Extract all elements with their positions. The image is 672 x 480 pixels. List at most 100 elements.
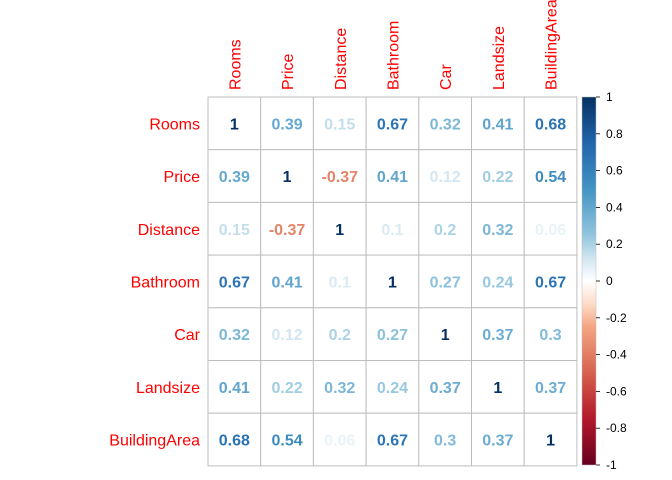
cell-distance-bathroom bbox=[365, 201, 420, 256]
matrix-values: 1 0.39 0.15 0.67 0.32 0.41 0.68 0.39 1 -0.37 0.41 0… bbox=[219, 116, 566, 449]
colorbar-gradient bbox=[581, 96, 597, 466]
value-landsize-distance: 0.32 bbox=[324, 380, 355, 397]
value-buildingarea-distance: 0.06 bbox=[324, 433, 355, 450]
cell-rooms-rooms bbox=[207, 96, 262, 151]
colorbar-tick-label: 0.2 bbox=[606, 237, 623, 251]
column-labels: Rooms Price Distance Bathroom Car Landsize Bui… bbox=[227, 0, 560, 90]
value-buildingarea-rooms: 0.68 bbox=[219, 433, 250, 450]
cell-price-car bbox=[418, 149, 472, 203]
value-price-bathroom: 0.41 bbox=[377, 169, 408, 186]
value-rooms-buildingarea: 0.68 bbox=[535, 116, 566, 133]
value-distance-car: 0.2 bbox=[434, 222, 456, 239]
value-distance-buildingarea: 0.06 bbox=[535, 222, 566, 239]
colorbar-tick-label: -0.6 bbox=[606, 384, 627, 398]
value-car-price: 0.12 bbox=[271, 327, 302, 344]
cell-bathroom-rooms bbox=[207, 254, 262, 309]
colorbar-tick-label: 1 bbox=[606, 90, 613, 104]
value-rooms-rooms: 1 bbox=[230, 116, 239, 133]
colorbar-tick-label: 0.6 bbox=[606, 164, 623, 178]
column-label-rooms: Rooms bbox=[227, 39, 244, 90]
cell-rooms-price bbox=[260, 96, 314, 151]
cell-bathroom-bathroom bbox=[365, 254, 420, 309]
cell-price-distance bbox=[312, 149, 367, 203]
value-bathroom-distance: 0.1 bbox=[329, 274, 351, 291]
row-label-buildingarea: BuildingArea bbox=[109, 433, 200, 450]
cell-distance-price bbox=[260, 201, 314, 256]
colorbar-tick-label: 0.8 bbox=[606, 127, 623, 141]
value-price-price: 1 bbox=[283, 169, 292, 186]
value-bathroom-rooms: 0.67 bbox=[219, 274, 250, 291]
value-car-rooms: 0.32 bbox=[219, 327, 250, 344]
colorbar-tick-label: -0.8 bbox=[606, 421, 627, 435]
cell-distance-car bbox=[418, 201, 472, 256]
row-label-car: Car bbox=[174, 327, 200, 344]
value-bathroom-landsize: 0.24 bbox=[482, 274, 513, 291]
colorbar-tick-label: 0.4 bbox=[606, 200, 623, 214]
column-label-price: Price bbox=[280, 53, 297, 90]
value-bathroom-car: 0.27 bbox=[430, 274, 461, 291]
cell-buildingarea-landsize bbox=[471, 412, 525, 467]
cell-car-distance bbox=[312, 307, 367, 361]
value-rooms-landsize: 0.41 bbox=[482, 116, 513, 133]
value-distance-landsize: 0.32 bbox=[482, 222, 513, 239]
cell-rooms-landsize bbox=[471, 96, 525, 151]
value-distance-distance: 1 bbox=[335, 222, 344, 239]
cell-buildingarea-rooms bbox=[207, 412, 262, 467]
column-label-landsize: Landsize bbox=[491, 26, 508, 90]
row-label-distance: Distance bbox=[138, 222, 200, 239]
value-buildingarea-price: 0.54 bbox=[271, 433, 302, 450]
colorbar-tick-label: -1 bbox=[606, 458, 617, 472]
value-distance-bathroom: 0.1 bbox=[381, 222, 403, 239]
value-rooms-bathroom: 0.67 bbox=[377, 116, 408, 133]
value-price-landsize: 0.22 bbox=[482, 169, 513, 186]
colorbar-tick-label: -0.2 bbox=[606, 311, 627, 325]
cell-price-rooms bbox=[207, 149, 262, 203]
value-rooms-distance: 0.15 bbox=[324, 116, 355, 133]
color-legend: 1 0.8 0.6 0.4 0.2 0 -0.2 -0.4 -0.6 -0.8 -1 bbox=[581, 90, 627, 472]
cell-distance-distance bbox=[312, 201, 367, 256]
value-landsize-landsize: 1 bbox=[493, 380, 502, 397]
cell-price-buildingarea bbox=[523, 149, 578, 203]
value-car-bathroom: 0.27 bbox=[377, 327, 408, 344]
value-car-buildingarea: 0.3 bbox=[539, 327, 561, 344]
cell-landsize-rooms bbox=[207, 360, 262, 414]
row-label-bathroom: Bathroom bbox=[131, 274, 200, 291]
column-label-bathroom: Bathroom bbox=[385, 21, 402, 90]
matrix-grid bbox=[207, 96, 578, 467]
colorbar-tick-label: 0 bbox=[606, 274, 613, 288]
row-label-price: Price bbox=[164, 169, 201, 186]
value-rooms-car: 0.32 bbox=[430, 116, 461, 133]
column-label-buildingarea: BuildingArea bbox=[544, 0, 561, 90]
value-price-car: 0.12 bbox=[430, 169, 461, 186]
value-distance-rooms: 0.15 bbox=[219, 222, 250, 239]
cell-distance-buildingarea bbox=[523, 201, 578, 256]
value-landsize-car: 0.37 bbox=[430, 380, 461, 397]
value-car-car: 1 bbox=[441, 327, 450, 344]
cell-rooms-distance bbox=[312, 96, 367, 151]
cell-bathroom-landsize bbox=[471, 254, 525, 309]
value-car-landsize: 0.37 bbox=[482, 327, 513, 344]
value-rooms-price: 0.39 bbox=[271, 116, 302, 133]
row-label-landsize: Landsize bbox=[136, 380, 200, 397]
value-buildingarea-bathroom: 0.67 bbox=[377, 433, 408, 450]
cell-car-rooms bbox=[207, 307, 262, 361]
cell-buildingarea-bathroom bbox=[365, 412, 420, 467]
cell-landsize-car bbox=[418, 360, 472, 414]
value-bathroom-bathroom: 1 bbox=[388, 274, 397, 291]
value-landsize-rooms: 0.41 bbox=[219, 380, 250, 397]
value-buildingarea-car: 0.3 bbox=[434, 433, 456, 450]
value-bathroom-buildingarea: 0.67 bbox=[535, 274, 566, 291]
value-landsize-price: 0.22 bbox=[271, 380, 302, 397]
cell-bathroom-price bbox=[260, 254, 314, 309]
cell-buildingarea-buildingarea bbox=[523, 412, 578, 467]
value-car-distance: 0.2 bbox=[329, 327, 351, 344]
colorbar-tick-label: -0.4 bbox=[606, 348, 627, 362]
row-labels: Rooms Price Distance Bathroom Car Landsize Bui… bbox=[109, 116, 200, 449]
cell-landsize-buildingarea bbox=[523, 360, 578, 414]
column-label-distance: Distance bbox=[333, 28, 350, 90]
column-label-car: Car bbox=[438, 64, 455, 90]
value-distance-price: -0.37 bbox=[269, 222, 306, 239]
value-landsize-buildingarea: 0.37 bbox=[535, 380, 566, 397]
value-buildingarea-landsize: 0.37 bbox=[482, 433, 513, 450]
